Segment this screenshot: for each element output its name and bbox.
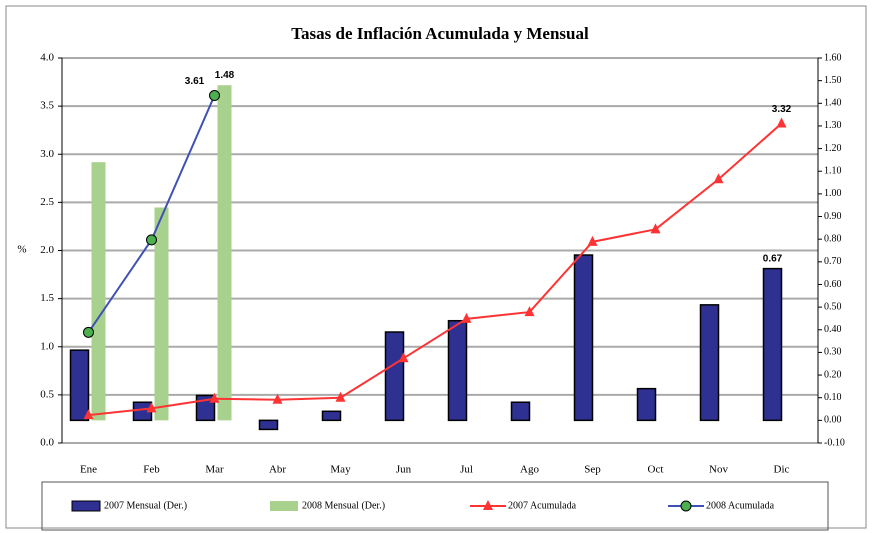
x-tick-label: Jul: [460, 464, 473, 476]
bar: [321, 410, 342, 422]
y2-tick-label: 0.50: [824, 301, 842, 312]
y-tick-label: 2.0: [40, 244, 54, 256]
marker: [398, 352, 409, 363]
y-axis-label: %: [17, 244, 26, 256]
y2-tick-label: 1.60: [824, 52, 842, 63]
marker: [335, 391, 346, 402]
x-tick-label: Abr: [269, 464, 286, 476]
marker: [461, 312, 472, 323]
marker: [776, 117, 787, 128]
chart-frame: [5, 5, 867, 529]
data-label: 1.48: [215, 70, 235, 81]
marker: [83, 409, 94, 420]
marker: [713, 173, 724, 184]
legend-swatch: [71, 500, 101, 512]
y2-tick-label: 0.00: [824, 415, 842, 426]
y2-tick-label: 1.40: [824, 98, 842, 109]
x-tick-label: Jun: [396, 464, 412, 476]
x-tick-label: Sep: [584, 464, 601, 476]
data-label: 3.61: [185, 76, 205, 87]
line: [88, 122, 783, 417]
legend-label: 2007 Mensual (Der.): [104, 500, 187, 511]
x-tick-label: Oct: [648, 464, 664, 476]
marker: [83, 326, 94, 338]
data-label: 0.67: [763, 253, 783, 264]
bar: [636, 387, 657, 422]
x-tick-label: Ene: [80, 464, 97, 476]
legend-box: [41, 481, 829, 531]
marker: [272, 393, 283, 404]
y-tick-label: 0.5: [40, 388, 54, 400]
y2-tick-label: 1.00: [824, 188, 842, 199]
bar: [447, 319, 468, 422]
bar: [699, 304, 720, 422]
marker: [209, 90, 220, 102]
bar: [154, 207, 169, 421]
marker: [146, 234, 157, 246]
y-tick-label: 4.0: [40, 52, 54, 64]
chart-title: Tasas de Inflación Acumulada y Mensual: [291, 24, 589, 43]
y-tick-label: 0.0: [40, 437, 54, 449]
bar: [762, 267, 783, 422]
bar: [573, 254, 594, 422]
marker: [650, 223, 661, 234]
legend-label: 2008 Acumulada: [706, 500, 775, 511]
bar: [258, 419, 279, 431]
y2-tick-label: 0.90: [824, 211, 842, 222]
marker: [587, 235, 598, 246]
y-tick-label: 2.5: [40, 196, 54, 208]
legend-label: 2007 Acumulada: [508, 500, 577, 511]
y2-tick-label: 1.20: [824, 143, 842, 154]
bar: [91, 162, 106, 421]
legend-marker: [483, 500, 493, 510]
y2-tick-label: -0.10: [824, 437, 845, 448]
marker: [146, 402, 157, 413]
y-tick-label: 3.5: [40, 100, 54, 112]
y2-tick-label: 1.10: [824, 166, 842, 177]
y2-tick-label: 0.40: [824, 324, 842, 335]
data-label: 3.32: [772, 104, 792, 115]
legend-swatch: [270, 501, 298, 511]
bar: [69, 349, 90, 422]
legend-marker: [680, 500, 692, 512]
y2-tick-label: 0.80: [824, 233, 842, 244]
y-tick-label: 3.0: [40, 148, 54, 160]
line: [87, 95, 216, 333]
y2-tick-label: 1.30: [824, 120, 842, 131]
x-tick-label: May: [330, 464, 351, 476]
bar: [217, 85, 232, 421]
y2-tick-label: 0.20: [824, 369, 842, 380]
x-tick-label: Nov: [709, 464, 728, 476]
marker: [524, 306, 535, 317]
y-tick-label: 1.0: [40, 340, 54, 352]
x-tick-label: Feb: [143, 464, 160, 476]
y-tick-label: 1.5: [40, 292, 54, 304]
y2-tick-label: 0.70: [824, 256, 842, 267]
bar: [510, 401, 531, 422]
bar: [384, 331, 405, 422]
x-tick-label: Dic: [774, 464, 790, 476]
y2-tick-label: 0.60: [824, 279, 842, 290]
y2-tick-label: 0.30: [824, 347, 842, 358]
marker: [209, 392, 220, 403]
y2-tick-label: 0.10: [824, 392, 842, 403]
legend-label: 2008 Mensual (Der.): [302, 500, 385, 511]
x-tick-label: Mar: [205, 464, 224, 476]
x-tick-label: Ago: [520, 464, 539, 476]
y2-tick-label: 1.50: [824, 75, 842, 86]
